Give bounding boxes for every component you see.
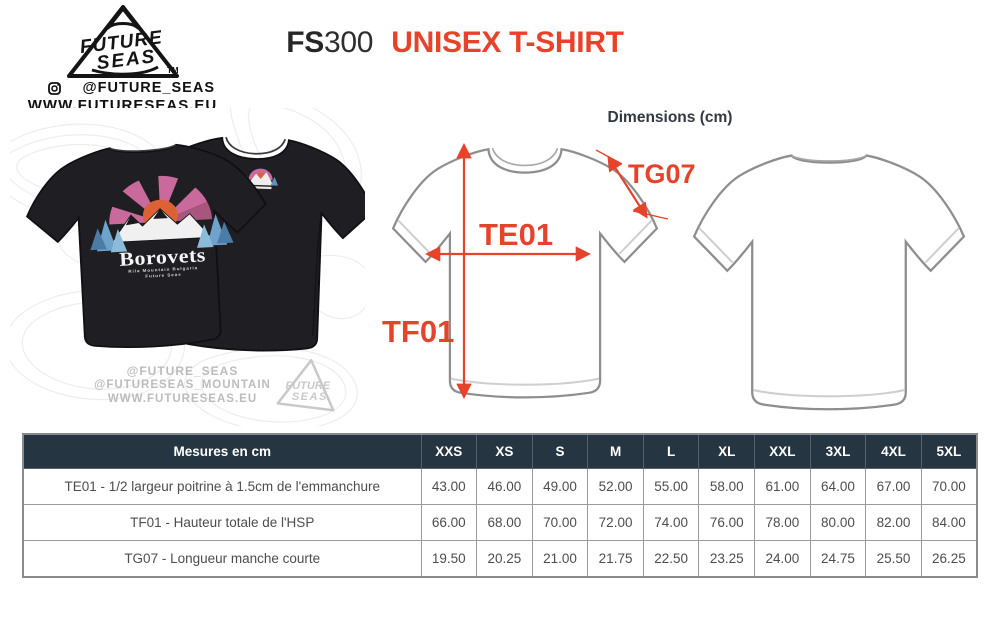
measures-header-cell: Mesures en cm xyxy=(23,434,422,469)
product-name: UNISEX T-SHIRT xyxy=(391,26,624,59)
tshirt-back-diagram xyxy=(692,154,966,411)
table-row-tf01: TF01 - Hauteur totale de l'HSP 66.00 68.… xyxy=(23,504,977,541)
value-cell: 58.00 xyxy=(698,468,756,505)
watermark-logo-icon: FUTURE SEAS xyxy=(275,355,341,419)
size-header-cell: 4XL xyxy=(865,434,922,469)
svg-text:SEAS: SEAS xyxy=(292,391,328,403)
product-code-prefix: FS xyxy=(286,26,325,59)
value-cell: 68.00 xyxy=(476,504,533,541)
value-cell: 25.50 xyxy=(865,540,922,578)
value-cell: 23.25 xyxy=(698,540,756,578)
size-header-cell: XL xyxy=(698,434,756,469)
value-cell: 84.00 xyxy=(920,504,977,541)
size-header-cell: L xyxy=(642,434,700,469)
svg-text:Rila Mountain Bulgaria: Rila Mountain Bulgaria xyxy=(128,265,198,273)
size-table-header-row: Mesures en cm XXS XS S M L XL XXL 3XL 4X… xyxy=(23,434,977,469)
watermark-line: WWW.FUTURESEAS.EU xyxy=(107,393,258,405)
value-cell: 43.00 xyxy=(420,468,478,505)
borovets-print: Borovets Rila Mountain Bulgaria Future S… xyxy=(90,175,234,279)
measure-name-cell: TE01 - 1/2 largeur poitrine à 1.5cm de l… xyxy=(23,468,422,505)
instagram-handle-text: @FUTURE_SEAS xyxy=(82,80,215,96)
value-cell: 80.00 xyxy=(809,504,867,541)
value-cell: 64.00 xyxy=(809,468,867,505)
svg-text:Borovets: Borovets xyxy=(119,243,207,270)
watermark-line: @FUTURESEAS_MOUNTAIN xyxy=(94,379,271,391)
value-cell: 72.00 xyxy=(587,504,644,541)
page-title: FS300 UNISEX T-SHIRT xyxy=(130,26,780,60)
value-cell: 26.25 xyxy=(920,540,977,578)
value-cell: 49.00 xyxy=(531,468,589,505)
dimension-arrows xyxy=(424,142,669,400)
size-header-cell: S xyxy=(531,434,589,469)
value-cell: 21.00 xyxy=(531,540,589,578)
product-code-number: 300 xyxy=(324,26,374,59)
svg-text:Future Seas: Future Seas xyxy=(145,272,182,279)
instagram-icon xyxy=(48,82,62,95)
value-cell: 70.00 xyxy=(531,504,589,541)
table-row-te01: TE01 - 1/2 largeur poitrine à 1.5cm de l… xyxy=(23,468,977,505)
value-cell: 61.00 xyxy=(754,468,811,505)
dimensions-unit-label: Dimensions (cm) xyxy=(607,109,733,126)
photo-watermark: @FUTURE_SEAS @FUTURESEAS_MOUNTAIN WWW.FU… xyxy=(70,364,295,406)
value-cell: 82.00 xyxy=(865,504,922,541)
measure-label-te01: TE01 xyxy=(479,217,554,252)
size-header-cell: XS xyxy=(476,434,533,469)
value-cell: 20.25 xyxy=(476,540,533,578)
measure-label-tf01: TF01 xyxy=(382,314,455,349)
value-cell: 55.00 xyxy=(642,468,700,505)
value-cell: 19.50 xyxy=(420,540,478,578)
value-cell: 22.50 xyxy=(642,540,700,578)
measure-name-cell: TF01 - Hauteur totale de l'HSP xyxy=(23,504,422,541)
measure-label-tg07: TG07 xyxy=(628,159,696,189)
size-table: Mesures en cm XXS XS S M L XL XXL 3XL 4X… xyxy=(22,433,978,578)
futureseas-logo-icon: FUTURE SEAS TM xyxy=(66,5,179,78)
value-cell: 46.00 xyxy=(476,468,533,505)
watermark-line: @FUTURE_SEAS xyxy=(126,364,239,378)
size-header-cell: 3XL xyxy=(809,434,867,469)
brand-logo-block: FUTURE SEAS TM @FUTURE_SEAS WWW.FUTURESE… xyxy=(28,4,216,114)
value-cell: 74.00 xyxy=(642,504,700,541)
value-cell: 76.00 xyxy=(698,504,756,541)
value-cell: 24.00 xyxy=(754,540,811,578)
value-cell: 66.00 xyxy=(420,504,478,541)
svg-text:TM: TM xyxy=(167,66,179,75)
tshirt-back-photo: Borovets Rila Mountain Bulgaria Future S… xyxy=(25,143,267,348)
value-cell: 52.00 xyxy=(587,468,644,505)
value-cell: 67.00 xyxy=(865,468,922,505)
size-header-cell: XXL xyxy=(754,434,811,469)
table-row-tg07: TG07 - Longueur manche courte 19.50 20.2… xyxy=(23,540,977,578)
value-cell: 21.75 xyxy=(587,540,644,578)
size-header-cell: 5XL xyxy=(920,434,977,469)
instagram-handle: @FUTURE_SEAS xyxy=(30,80,215,97)
size-header-cell: XXS xyxy=(420,434,478,469)
measure-name-cell: TG07 - Longueur manche courte xyxy=(23,540,422,578)
value-cell: 70.00 xyxy=(920,468,977,505)
value-cell: 24.75 xyxy=(809,540,867,578)
svg-text:FUTURE: FUTURE xyxy=(286,380,331,392)
value-cell: 78.00 xyxy=(754,504,811,541)
product-photo: Borovets Rila Mountain Bulgaria Future S… xyxy=(10,108,365,426)
size-header-cell: M xyxy=(587,434,644,469)
